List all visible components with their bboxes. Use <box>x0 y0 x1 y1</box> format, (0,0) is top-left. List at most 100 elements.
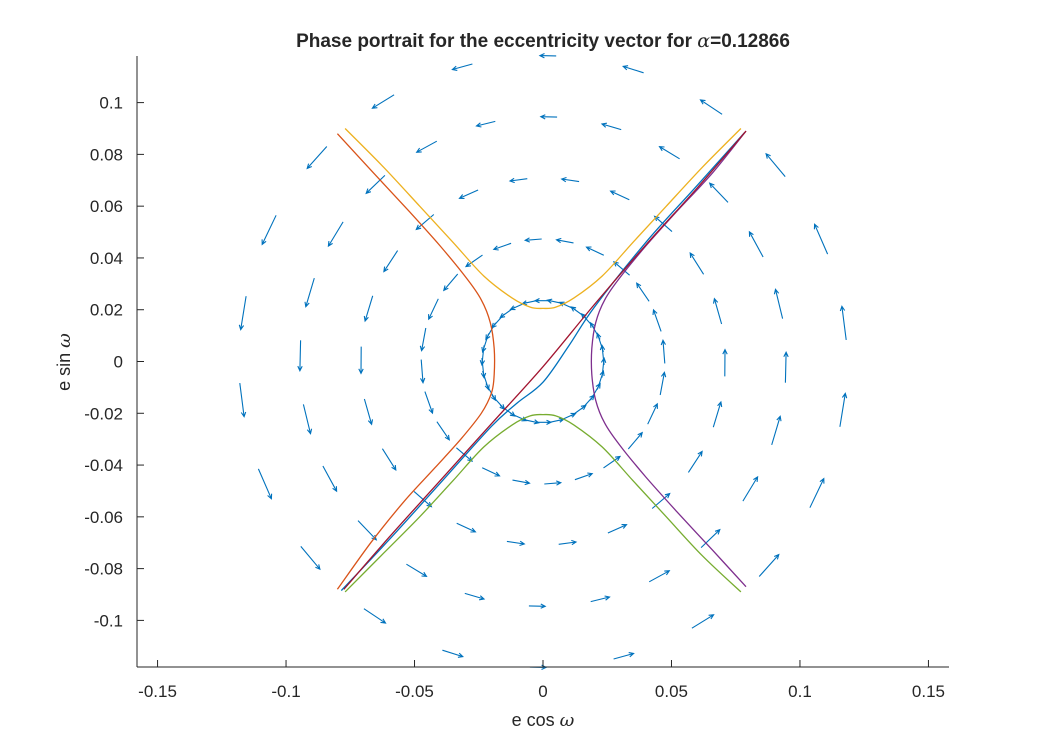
vector-arrow <box>371 94 395 109</box>
x-axis-ticks: -0.15 -0.1 -0.05 0 0.05 0.1 0.15 <box>138 660 945 701</box>
y-tick-label: -0.02 <box>84 404 123 423</box>
vector-arrow <box>420 359 426 384</box>
vector-arrow <box>660 339 666 364</box>
vector-arrow <box>560 176 580 183</box>
vector-arrow <box>647 402 658 425</box>
trajectory-line <box>344 413 742 593</box>
vector-arrow <box>574 472 594 481</box>
vector-arrow <box>363 398 374 426</box>
plot-area <box>238 52 848 671</box>
vector-arrow <box>506 540 526 547</box>
vector-arrow <box>765 152 786 177</box>
vector-arrow <box>659 371 667 396</box>
vector-arrow <box>238 296 247 331</box>
y-axis-label: e sin ω <box>54 333 75 391</box>
vector-arrow <box>839 305 847 340</box>
vector-arrow <box>451 63 473 71</box>
x-tick-label: 0.1 <box>788 682 812 701</box>
vector-arrow <box>558 539 578 546</box>
vector-arrow <box>363 608 387 624</box>
vector-arrow <box>658 145 680 160</box>
x-tick-label: 0.05 <box>655 682 688 701</box>
vector-arrow <box>773 288 784 319</box>
vector-arrow <box>622 65 644 74</box>
vector-arrow <box>458 189 479 199</box>
y-tick-label: -0.06 <box>84 508 123 527</box>
vector-arrow <box>607 524 628 534</box>
vector-arrow <box>612 260 630 276</box>
vector-arrow <box>363 295 374 323</box>
chart-title: Phase portrait for the eccentricity vect… <box>296 30 790 52</box>
vector-arrow <box>839 392 848 427</box>
vector-arrow <box>381 448 397 471</box>
vector-arrow <box>771 415 782 446</box>
y-tick-label: -0.08 <box>84 560 123 579</box>
vector-arrow <box>555 237 574 244</box>
vector-arrow <box>436 421 451 441</box>
vector-arrow <box>742 475 759 502</box>
vector-arrow <box>600 122 622 131</box>
vector-arrow <box>419 327 427 352</box>
vector-arrow <box>464 254 483 268</box>
vector-arrow <box>712 400 723 428</box>
y-tick-label: 0.08 <box>90 145 123 164</box>
vector-arrow <box>783 351 789 383</box>
vector-arrow <box>415 140 438 153</box>
vector-arrow <box>585 246 605 256</box>
vector-arrow <box>600 356 607 378</box>
vector-arrow <box>651 492 671 509</box>
vector-arrow <box>813 223 829 255</box>
x-tick-label: -0.1 <box>271 682 300 701</box>
trajectory-line <box>343 130 747 590</box>
trajectory-line <box>336 133 496 590</box>
vector-arrow <box>603 455 622 469</box>
trajectory-line <box>340 131 746 592</box>
vector-arrow <box>481 467 501 477</box>
y-tick-label: 0.06 <box>90 197 123 216</box>
vector-arrow <box>302 404 313 435</box>
vector-arrow <box>297 340 303 372</box>
vector-arrow <box>442 273 459 292</box>
y-tick-label: 0.02 <box>90 301 123 320</box>
vector-arrow <box>327 221 344 248</box>
vector-arrow <box>475 120 496 128</box>
x-tick-label: -0.05 <box>395 682 434 701</box>
vector-arrow <box>442 649 464 658</box>
vector-arrow <box>406 563 428 578</box>
vector-arrow <box>652 308 662 332</box>
vector-arrow <box>627 431 644 450</box>
vector-arrow <box>590 595 611 603</box>
trajectory-curves <box>336 128 747 593</box>
vector-arrow <box>613 652 635 660</box>
vector-arrow <box>257 468 273 500</box>
vector-arrow <box>261 215 277 246</box>
vector-arrow <box>415 214 435 231</box>
vector-arrow <box>538 52 557 59</box>
axes: -0.15 -0.1 -0.05 0 0.05 0.1 0.15 0.10.080.060.… <box>84 56 949 701</box>
vector-arrow <box>456 522 477 533</box>
vector-arrow <box>809 477 825 508</box>
vector-arrow <box>424 391 434 415</box>
vector-arrow <box>708 182 729 203</box>
trajectory-line <box>344 128 742 310</box>
vector-arrow <box>365 175 386 195</box>
y-tick-label: -0.04 <box>84 456 123 475</box>
vector-arrow <box>748 230 764 258</box>
vector-arrow <box>699 99 723 115</box>
y-tick-label: 0.04 <box>90 249 123 268</box>
vector-arrow <box>428 298 439 321</box>
vector-arrow <box>523 237 542 243</box>
vector-arrow <box>383 250 399 273</box>
vector-arrow <box>539 114 558 120</box>
y-tick-label: -0.1 <box>94 611 123 630</box>
x-tick-label: 0.15 <box>912 682 945 701</box>
vector-arrow <box>306 146 328 170</box>
x-axis-label: e cos ω <box>512 710 575 731</box>
vector-arrow <box>300 546 321 571</box>
vector-arrow <box>722 348 728 377</box>
vector-arrow <box>687 450 703 473</box>
vector-arrow <box>322 465 338 493</box>
y-axis-ticks: 0.1 0.08 0.06 0.04 0.02 0 -0.02 -0.04 -0.06 -0.08… <box>84 94 144 630</box>
